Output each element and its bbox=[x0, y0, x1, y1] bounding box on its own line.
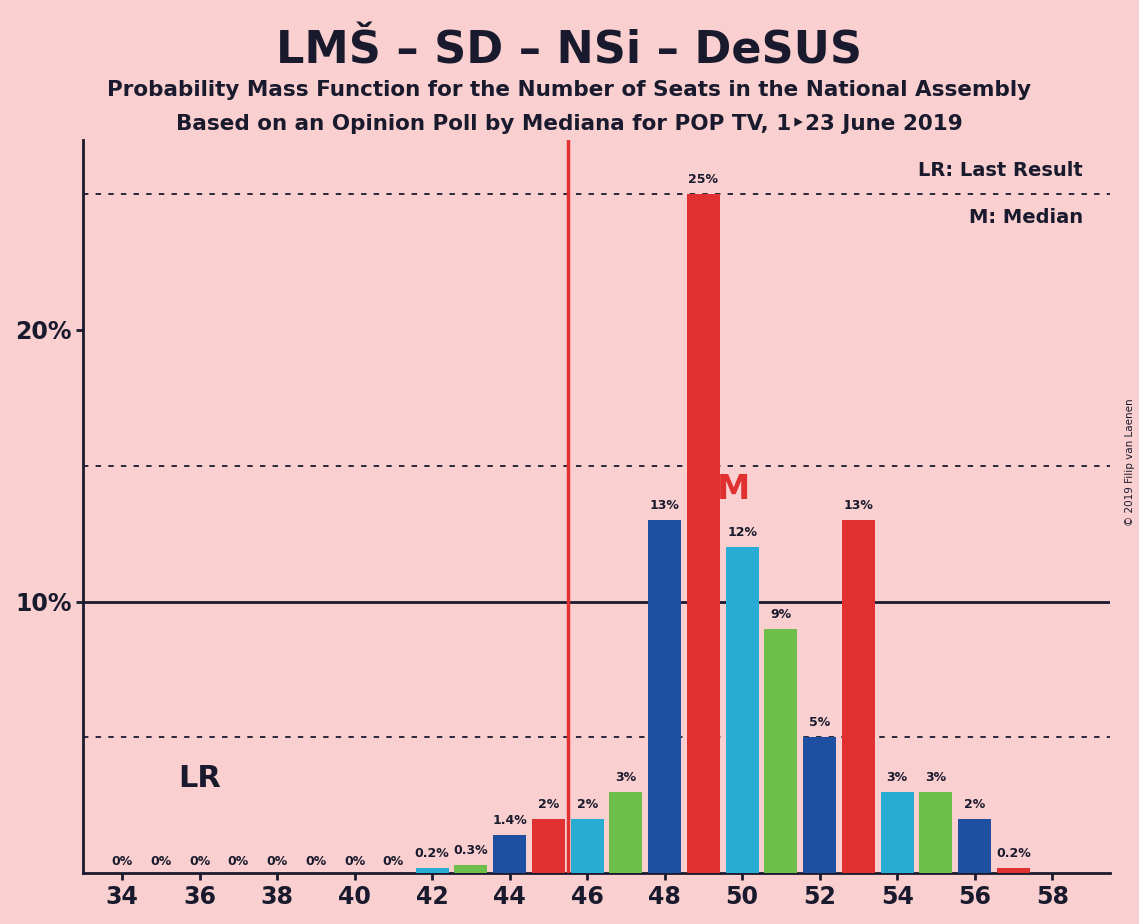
Bar bbox=[803, 737, 836, 873]
Bar bbox=[880, 792, 913, 873]
Bar bbox=[687, 194, 720, 873]
Text: 3%: 3% bbox=[925, 771, 947, 784]
Bar bbox=[726, 547, 759, 873]
Text: 0%: 0% bbox=[305, 855, 327, 868]
Text: Probability Mass Function for the Number of Seats in the National Assembly: Probability Mass Function for the Number… bbox=[107, 80, 1032, 101]
Text: 0%: 0% bbox=[267, 855, 288, 868]
Text: 13%: 13% bbox=[844, 499, 874, 512]
Text: 0%: 0% bbox=[383, 855, 404, 868]
Bar bbox=[842, 520, 875, 873]
Text: © 2019 Filip van Laenen: © 2019 Filip van Laenen bbox=[1125, 398, 1134, 526]
Text: 13%: 13% bbox=[649, 499, 680, 512]
Bar bbox=[532, 819, 565, 873]
Text: M: M bbox=[716, 473, 751, 506]
Text: 0%: 0% bbox=[344, 855, 366, 868]
Bar bbox=[493, 835, 526, 873]
Bar bbox=[648, 520, 681, 873]
Text: 2%: 2% bbox=[964, 797, 985, 810]
Text: 25%: 25% bbox=[688, 173, 719, 186]
Text: 3%: 3% bbox=[886, 771, 908, 784]
Bar bbox=[416, 868, 449, 873]
Text: 0%: 0% bbox=[228, 855, 249, 868]
Text: M: Median: M: Median bbox=[969, 208, 1083, 226]
Bar bbox=[919, 792, 952, 873]
Text: LR: LR bbox=[178, 763, 221, 793]
Text: 0%: 0% bbox=[189, 855, 211, 868]
Text: 3%: 3% bbox=[615, 771, 637, 784]
Text: 0%: 0% bbox=[112, 855, 132, 868]
Text: 1.4%: 1.4% bbox=[492, 814, 527, 827]
Text: 2%: 2% bbox=[576, 797, 598, 810]
Text: 0.3%: 0.3% bbox=[453, 844, 489, 857]
Text: Based on an Opinion Poll by Mediana for POP TV, 1‣23 June 2019: Based on an Opinion Poll by Mediana for … bbox=[177, 114, 962, 134]
Text: 0.2%: 0.2% bbox=[997, 846, 1031, 859]
Text: LMŠ – SD – NSi – DeSUS: LMŠ – SD – NSi – DeSUS bbox=[277, 30, 862, 73]
Text: LR: Last Result: LR: Last Result bbox=[918, 162, 1083, 180]
Text: 12%: 12% bbox=[727, 526, 757, 539]
Bar bbox=[609, 792, 642, 873]
Text: 0%: 0% bbox=[150, 855, 172, 868]
Bar bbox=[958, 819, 991, 873]
Text: 9%: 9% bbox=[770, 608, 792, 621]
Bar bbox=[997, 868, 1030, 873]
Text: 2%: 2% bbox=[538, 797, 559, 810]
Bar bbox=[571, 819, 604, 873]
Text: 5%: 5% bbox=[809, 716, 830, 729]
Bar bbox=[454, 865, 487, 873]
Text: 0.2%: 0.2% bbox=[415, 846, 450, 859]
Bar bbox=[764, 628, 797, 873]
